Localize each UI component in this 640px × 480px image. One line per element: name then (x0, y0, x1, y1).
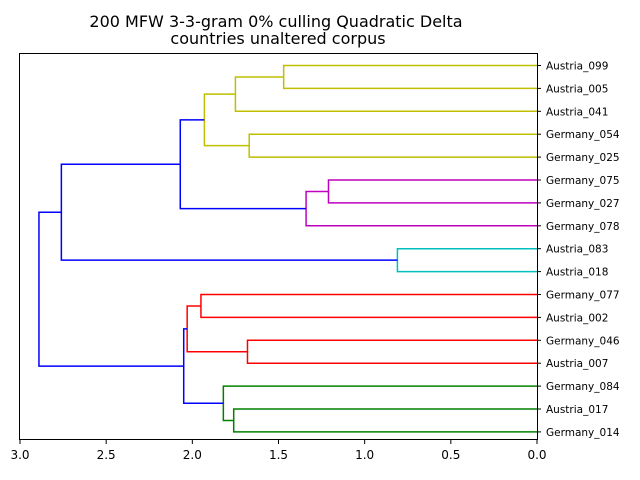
dendrogram-link-8 (60, 163, 398, 261)
leaf-label: Germany_025 (546, 152, 620, 164)
dendrogram-link-12 (232, 408, 537, 433)
x-tick-label: 0.5 (441, 448, 460, 462)
leaf-label: Germany_084 (546, 381, 620, 393)
chart-title-line1: 200 MFW 3-3-gram 0% culling Quadratic De… (89, 12, 462, 31)
leaf-label: Austria_002 (546, 312, 608, 324)
plot-frame (19, 53, 538, 440)
dendrogram-link-4 (327, 179, 537, 204)
x-tick-label: 2.0 (183, 448, 202, 462)
dendrogram-link-6 (179, 119, 307, 210)
leaf-label: Austria_017 (546, 404, 608, 416)
x-tick-label: 1.5 (269, 448, 288, 462)
leaf-label: Germany_077 (546, 290, 620, 302)
x-tick-label: 0.0 (527, 448, 546, 462)
leaf-labels: Austria_099 Austria_005 Austria_041 Germany… (537, 61, 620, 439)
dendrogram-link-10 (246, 339, 537, 364)
dendrogram-links (38, 64, 537, 433)
leaf-label: Austria_005 (546, 83, 608, 95)
dendrogram-link-9 (200, 293, 537, 319)
leaf-label: Austria_007 (546, 358, 608, 370)
dendrogram-link-5 (305, 190, 537, 227)
leaf-label: Germany_027 (546, 198, 620, 210)
leaf-label: Germany_014 (546, 427, 620, 439)
leaf-label: Austria_041 (546, 106, 608, 118)
dendrogram-link-14 (182, 328, 224, 405)
dendrogram-link-11 (186, 305, 248, 353)
dendrogram-link-0 (282, 64, 537, 90)
leaf-label: Austria_099 (546, 61, 608, 73)
dendrogram-link-3 (203, 93, 250, 147)
x-axis-ticks: 3.0 2.5 2.0 1.5 1.0 0.5 0.0 (10, 440, 547, 462)
leaf-label: Germany_054 (546, 129, 620, 141)
leaf-label: Austria_018 (546, 267, 608, 279)
x-tick-label: 1.0 (355, 448, 374, 462)
chart-title-line2: countries unaltered corpus (170, 29, 385, 48)
leaf-label: Germany_078 (546, 221, 620, 233)
dendrogram-link-1 (234, 76, 537, 113)
x-tick-label: 2.5 (97, 448, 116, 462)
dendrogram-link-7 (396, 247, 537, 273)
leaf-label: Germany_075 (546, 175, 620, 187)
dendrogram-link-13 (222, 385, 537, 422)
leaf-label: Germany_046 (546, 335, 620, 347)
leaf-label: Austria_083 (546, 244, 608, 256)
x-tick-label: 3.0 (10, 448, 29, 462)
dendrogram-link-2 (248, 133, 537, 158)
dendrogram-link-15 (38, 211, 184, 367)
